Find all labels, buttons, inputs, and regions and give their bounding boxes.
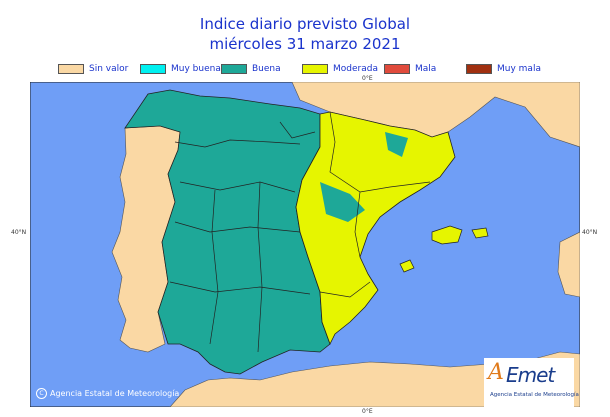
axis-label-left-lat: 40°N (11, 229, 27, 236)
sardinia-land (557, 231, 580, 298)
mallorca (431, 225, 463, 245)
legend-swatch-sin-valor (58, 64, 84, 74)
copyright-text: Agencia Estatal de Meteorología (50, 389, 180, 398)
logo-letter-a: A (488, 360, 504, 385)
legend-label-muy-buena: Muy buena (171, 64, 221, 74)
spain-good-intrusion (320, 182, 365, 222)
menorca (471, 227, 489, 239)
spain-good-region (124, 89, 331, 375)
legend-swatch-muy-buena (140, 64, 166, 74)
africa-land (169, 351, 580, 407)
axis-label-right-lat: 40°N (582, 229, 598, 236)
air-quality-map (30, 82, 580, 407)
legend-swatch-mala (384, 64, 410, 74)
legend-swatch-buena (221, 64, 247, 74)
legend-label-sin-valor: Sin valor (89, 64, 129, 74)
legend-label-moderada: Moderada (333, 64, 378, 74)
copyright-notice: C Agencia Estatal de Meteorología (36, 388, 179, 399)
legend-swatch-muy-mala (466, 64, 492, 74)
legend: Sin valor Muy buena Buena Moderada Mala … (0, 62, 610, 76)
map-date: miércoles 31 marzo 2021 (209, 35, 401, 53)
logo-wordmark: Emet (506, 363, 555, 387)
copyright-icon: C (36, 388, 47, 399)
spain-moderate-region (295, 111, 456, 346)
legend-swatch-moderada (302, 64, 328, 74)
region-borders (169, 111, 431, 353)
aemet-logo: A Emet Agencia Estatal de Meteorología (484, 358, 579, 408)
logo-subtitle: Agencia Estatal de Meteorología (490, 392, 579, 398)
legend-label-buena: Buena (252, 64, 281, 74)
spain-good-intrusion-east (385, 132, 408, 157)
legend-label-mala: Mala (415, 64, 437, 74)
axis-label-bottom-lon: 0°E (362, 408, 373, 415)
axis-label-top-lon: 0°E (362, 75, 373, 82)
ibiza (399, 259, 415, 273)
legend-label-muy-mala: Muy mala (497, 64, 541, 74)
map-title: Indice diario previsto Global (199, 15, 411, 33)
